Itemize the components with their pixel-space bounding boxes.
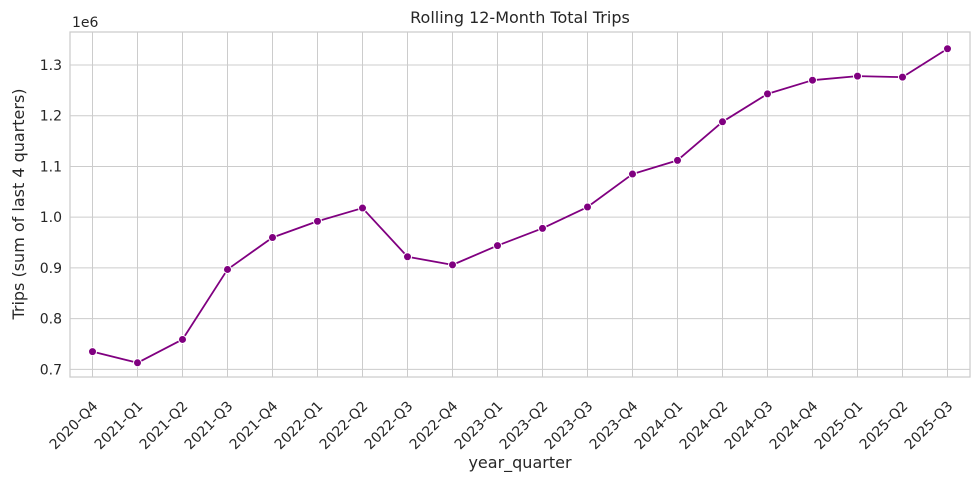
data-point [178, 334, 187, 344]
data-point [493, 241, 502, 251]
data-point [88, 347, 97, 357]
x-tick-label: 2025-Q3 [902, 399, 957, 454]
x-tick-label: 2022-Q2 [317, 399, 372, 454]
x-tick-labels: 2020-Q42021-Q12021-Q22021-Q32021-Q42022-… [47, 398, 957, 453]
data-point [268, 232, 277, 242]
x-tick-label: 2023-Q3 [542, 399, 597, 454]
y-tick-label: 1.0 [40, 210, 62, 226]
data-point [718, 117, 727, 127]
data-point [223, 264, 232, 274]
y-tick-label: 0.9 [40, 261, 62, 277]
y-tick-label: 0.7 [40, 362, 62, 378]
x-tick-label: 2024-Q2 [677, 399, 732, 454]
y-offset-label: 1e6 [72, 15, 99, 31]
x-tick-label: 2021-Q2 [137, 399, 192, 454]
chart-title: Rolling 12-Month Total Trips [410, 8, 630, 27]
y-axis-title: Trips (sum of last 4 quarters) [9, 88, 28, 320]
data-point [583, 202, 592, 212]
x-tick-label: 2023-Q1 [452, 399, 507, 454]
series-layer [88, 44, 952, 368]
data-point [133, 358, 142, 368]
x-tick-label: 2022-Q3 [362, 399, 417, 454]
x-tick-label: 2025-Q2 [857, 399, 912, 454]
data-point [763, 89, 772, 99]
data-point [808, 75, 817, 85]
data-point [943, 44, 952, 54]
y-tick-label: 1.1 [40, 159, 62, 175]
x-tick-label: 2020-Q4 [47, 398, 102, 453]
x-tick-label: 2023-Q4 [587, 398, 642, 453]
x-tick-label: 2021-Q3 [182, 399, 237, 454]
x-tick-label: 2025-Q1 [812, 399, 867, 454]
x-axis-title: year_quarter [468, 453, 571, 473]
x-tick-label: 2022-Q4 [407, 398, 462, 453]
data-point [358, 203, 367, 213]
x-tick-label: 2024-Q3 [722, 399, 777, 454]
data-point [673, 155, 682, 165]
x-tick-label: 2024-Q4 [767, 398, 822, 453]
data-point [313, 216, 322, 226]
data-point [898, 72, 907, 82]
y-tick-label: 1.3 [40, 58, 62, 74]
x-tick-label: 2021-Q4 [227, 398, 282, 453]
data-point [538, 223, 547, 233]
y-tick-label: 0.8 [40, 312, 62, 328]
data-point [853, 71, 862, 81]
x-tick-label: 2022-Q1 [272, 399, 327, 454]
data-point [628, 169, 637, 179]
data-point [403, 252, 412, 262]
y-tick-labels: 0.7 0.8 0.9 1.0 1.1 1.2 1.3 [40, 58, 62, 378]
data-point [448, 260, 457, 270]
series-line [92, 47, 948, 364]
plot-area [69, 31, 971, 378]
x-tick-label: 2021-Q1 [92, 399, 147, 454]
y-tick-label: 1.2 [40, 109, 62, 125]
x-tick-label: 2024-Q1 [632, 399, 687, 454]
x-tick-label: 2023-Q2 [497, 399, 552, 454]
